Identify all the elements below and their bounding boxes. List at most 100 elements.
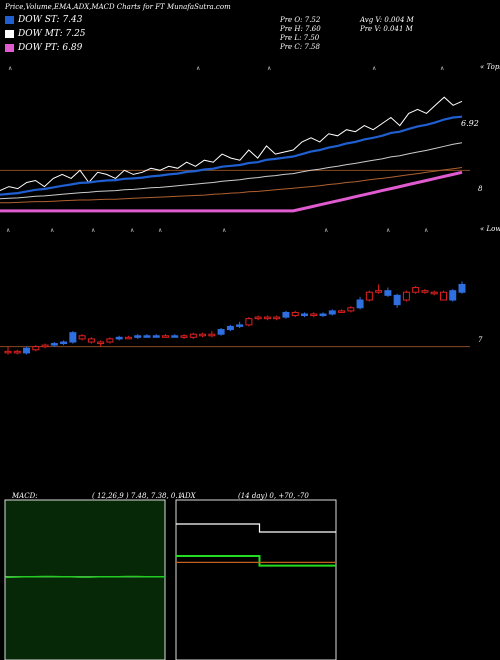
candle-top-tick-0: ∧ — [6, 227, 10, 234]
candle-top-tick-8: ∧ — [424, 227, 428, 234]
candle-top-tick-7: ∧ — [386, 227, 390, 234]
candle-body — [310, 313, 318, 317]
candle-body — [199, 333, 207, 337]
legend-swatch — [5, 44, 14, 52]
avg-volume: Avg V: 0.004 M — [360, 16, 414, 24]
prev-volume: Pre V: 0.041 M — [360, 25, 413, 33]
candle-body — [421, 290, 429, 293]
candle-body — [50, 343, 58, 346]
candle-top-tick-4: ∧ — [158, 227, 162, 234]
candle-body — [319, 313, 327, 317]
candle-body — [23, 347, 31, 354]
macd-series-signal — [4, 575, 165, 579]
legend-label: DOW ST: 7.43 — [18, 15, 83, 25]
candle-body — [356, 299, 364, 309]
ema-series-ema-long — [0, 170, 463, 213]
candle-body — [263, 316, 271, 320]
candle-body — [152, 335, 160, 338]
candle-body — [402, 291, 410, 301]
candle-body — [430, 291, 438, 295]
adx-series-plus-di — [176, 555, 336, 567]
candle-top-tick-5: ∧ — [222, 227, 226, 234]
candle-body — [87, 338, 95, 343]
adx-label: ADX — [180, 492, 196, 500]
candle-right-label: « Lows — [480, 225, 500, 233]
chart-title: Price,Volume,EMA,ADX,MACD Charts for FT … — [5, 3, 231, 11]
legend-label: DOW PT: 6.89 — [18, 43, 83, 53]
legend-item-dow-mt: DOW MT: 7.25 — [5, 29, 86, 39]
ema-series-ema-mid — [0, 142, 463, 200]
candle-top-tick-3: ∧ — [130, 227, 134, 234]
candle-body — [32, 346, 40, 351]
candle-body — [97, 341, 105, 345]
candle-body — [226, 325, 234, 331]
candle-body — [236, 324, 244, 327]
candle-body — [143, 335, 151, 338]
candle-body — [171, 335, 179, 338]
macd-label: MACD: — [12, 492, 38, 500]
candle-body — [449, 290, 457, 301]
ohlc-low: Pre L: 7.50 — [280, 34, 320, 42]
candle-body — [124, 336, 132, 340]
ema-last-value: 6.92 — [461, 119, 479, 128]
ema-top-tick-2: ∧ — [267, 65, 271, 72]
candle-body — [245, 318, 253, 326]
ema-right-label: « Tops — [480, 63, 500, 71]
candle-body — [162, 335, 170, 338]
legend-label: DOW MT: 7.25 — [18, 29, 86, 39]
ema-top-tick-4: ∧ — [440, 65, 444, 72]
ohlc-open: Pre O: 7.52 — [280, 16, 321, 24]
ohlc-high: Pre H: 7.60 — [280, 25, 321, 33]
candle-body — [365, 291, 373, 301]
candle-body — [13, 350, 21, 354]
candle-body — [254, 316, 262, 320]
candle-body — [439, 291, 447, 301]
candle-body — [338, 310, 346, 313]
candle-body — [106, 338, 114, 343]
candle-body — [300, 313, 308, 317]
candle-body — [347, 307, 355, 312]
candle-top-tick-2: ∧ — [91, 227, 95, 234]
candle-body — [78, 335, 86, 340]
ema-series-ema-slow — [0, 167, 463, 204]
legend-item-dow-pt: DOW PT: 6.89 — [5, 43, 82, 53]
candle-ref-label: 7 — [478, 336, 483, 344]
ema-series-price — [0, 96, 463, 192]
candle-body — [412, 287, 420, 293]
macd-panel-frame — [4, 499, 166, 660]
candle-body — [115, 336, 123, 340]
candle-top-tick-6: ∧ — [324, 227, 328, 234]
candle-body — [328, 310, 336, 315]
candle-body — [282, 311, 290, 318]
ema-series-ema-fast — [0, 115, 463, 196]
legend-item-dow-st: DOW ST: 7.43 — [5, 15, 83, 25]
ema-ref-label: 8 — [478, 185, 483, 193]
candle-body — [134, 335, 142, 338]
candle-body — [69, 332, 77, 343]
adx-series-adx — [176, 523, 336, 533]
candle-body — [393, 294, 401, 306]
candle-body — [189, 333, 197, 338]
candle-body — [375, 290, 383, 293]
ema-top-tick-0: ∧ — [8, 65, 12, 72]
candle-body — [384, 290, 392, 296]
legend-swatch — [5, 16, 14, 24]
adx-panel-frame — [175, 499, 337, 660]
candle-body — [208, 333, 216, 337]
legend-swatch — [5, 30, 14, 38]
ohlc-close: Pre C: 7.58 — [280, 43, 320, 51]
candle-body — [458, 283, 466, 293]
macd-params: ( 12,26,9 ) 7.48, 7.38, 0.1 — [92, 492, 183, 500]
candle-body — [180, 335, 188, 338]
adx-params: (14 day) 0, +70, -70 — [238, 492, 309, 500]
candle-body — [217, 329, 225, 335]
candle-top-tick-1: ∧ — [50, 227, 54, 234]
candle-body — [60, 341, 68, 345]
candle-body — [4, 350, 12, 354]
ema-top-tick-1: ∧ — [196, 65, 200, 72]
candle-body — [41, 344, 49, 348]
ema-top-tick-3: ∧ — [372, 65, 376, 72]
candle-body — [291, 311, 299, 317]
candle-body — [273, 316, 281, 320]
